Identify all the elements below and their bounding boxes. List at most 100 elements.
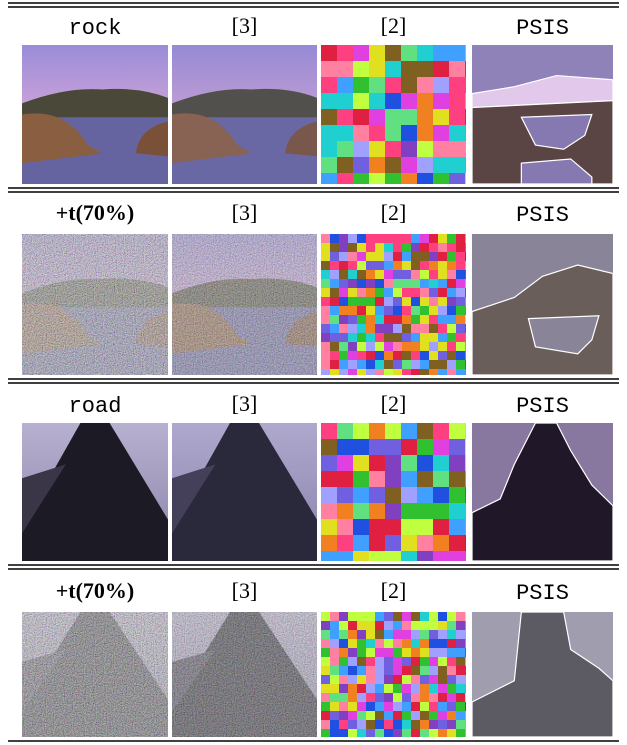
segment [429,684,439,694]
segment [337,487,354,504]
segment [393,279,403,289]
segment [321,675,331,685]
segment [417,551,434,561]
image [172,234,317,375]
segment [438,351,448,361]
rules [8,2,619,742]
segment [401,487,418,504]
segment [375,648,385,658]
segment [384,711,394,721]
segment [337,503,354,520]
segment [330,342,340,352]
region [520,158,593,184]
segment [456,630,466,640]
hills [172,88,317,122]
segment [366,702,376,712]
segment [385,471,402,488]
segment [321,648,331,658]
segment [353,45,370,62]
segment [348,351,358,361]
segment [337,93,354,110]
column-label: road [69,394,122,419]
segment [465,351,466,361]
segment [456,648,466,658]
segment [438,333,448,343]
shoulder [22,464,66,534]
segment [465,261,466,271]
segment [330,720,340,730]
segment [417,455,434,472]
segment [321,702,331,712]
segment [337,455,354,472]
segment [330,630,340,640]
segment [357,279,367,289]
segment [330,657,340,667]
segment [348,261,358,271]
segment [411,657,421,667]
segment [456,234,466,244]
segment [465,157,466,174]
segment [465,487,466,504]
segment [375,333,385,343]
segment [402,243,412,253]
segment [417,157,434,174]
segment [339,693,349,703]
image [472,612,613,737]
segment [353,141,370,158]
segment [366,666,376,676]
segment [385,503,402,520]
segment [402,252,412,262]
segment [357,288,367,298]
segment [447,666,457,676]
segment [384,693,394,703]
segment [357,351,367,361]
segment [393,270,403,280]
segment [321,342,331,352]
segment [384,360,394,370]
segment [393,297,403,307]
segment [337,141,354,158]
tint [172,423,317,561]
segment [447,315,457,325]
segment [433,455,450,472]
segment [449,77,466,94]
segment [429,243,439,253]
segment [353,471,370,488]
segment [456,711,466,721]
segment [411,711,421,721]
segment [447,648,457,658]
segment [456,612,466,622]
segment [438,252,448,262]
segment [353,109,370,126]
segment [429,306,439,316]
segment [447,333,457,343]
segment [337,77,354,94]
segment [385,423,402,440]
segment [321,439,338,456]
segment [339,612,349,622]
segment [465,315,466,325]
rock-left [22,113,103,164]
segment [447,279,457,289]
segment [465,471,466,488]
segment [438,243,448,253]
segment [384,234,394,244]
segment [465,657,466,667]
segment [366,639,376,649]
segment [321,324,331,334]
segment [411,342,421,352]
column-label: [3] [232,13,258,38]
segment [321,630,331,640]
segment [393,351,403,361]
segment [353,503,370,520]
segment [348,270,358,280]
region [472,612,613,737]
noise [22,612,168,737]
region [472,74,613,109]
segment [339,648,349,658]
segment [393,234,403,244]
segment [465,252,466,262]
block: rock [3] [2] PSIS [22,13,613,184]
segment [339,243,349,253]
segment [384,621,394,631]
